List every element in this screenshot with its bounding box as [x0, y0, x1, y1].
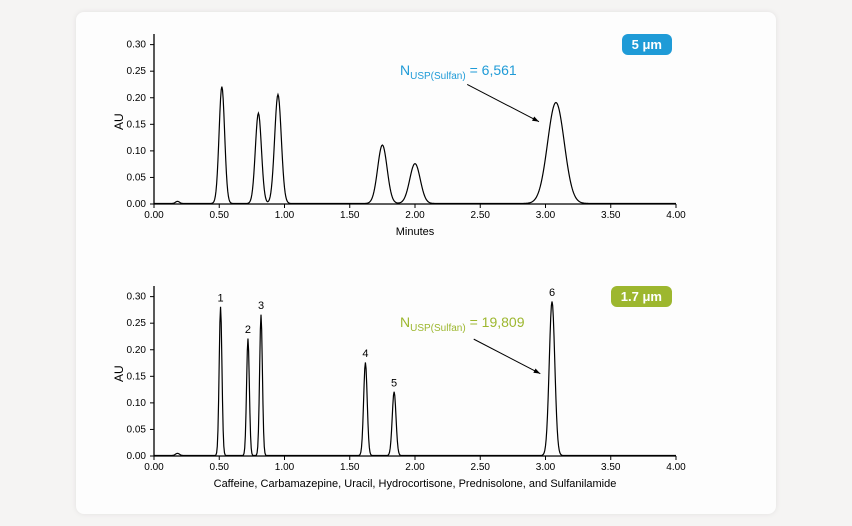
svg-text:5: 5 [391, 377, 397, 389]
svg-text:0.15: 0.15 [127, 371, 147, 382]
svg-text:1: 1 [217, 292, 223, 304]
svg-text:4: 4 [362, 348, 368, 360]
plate-symbol: N [400, 314, 410, 330]
svg-text:0.20: 0.20 [127, 93, 147, 104]
svg-text:0.20: 0.20 [127, 345, 147, 356]
svg-text:0.10: 0.10 [127, 146, 147, 157]
svg-text:0.25: 0.25 [127, 66, 147, 77]
svg-text:0.00: 0.00 [144, 210, 164, 221]
svg-text:2.50: 2.50 [471, 462, 491, 473]
plate-value: = 19,809 [466, 314, 525, 330]
svg-text:0.00: 0.00 [127, 451, 147, 462]
x-axis-label-bottom: Caffeine, Carbamazepine, Uracil, Hydroco… [150, 478, 680, 490]
plate-value: = 6,561 [466, 62, 517, 78]
svg-text:0.25: 0.25 [127, 318, 147, 329]
svg-text:3: 3 [258, 300, 264, 312]
y-axis-label-bottom: AU [112, 365, 126, 382]
svg-text:2.50: 2.50 [471, 210, 491, 221]
svg-text:0.05: 0.05 [127, 172, 147, 183]
chromatogram-top-svg: 0.000.501.001.502.002.503.003.504.000.00… [150, 30, 680, 208]
svg-text:6: 6 [549, 287, 555, 299]
plate-count-label-top: NUSP(Sulfan) = 6,561 [400, 62, 517, 82]
svg-text:1.50: 1.50 [340, 462, 360, 473]
svg-text:2.00: 2.00 [405, 462, 425, 473]
svg-text:3.00: 3.00 [536, 462, 556, 473]
svg-text:3.00: 3.00 [536, 210, 556, 221]
svg-text:2: 2 [245, 324, 251, 336]
svg-text:4.00: 4.00 [666, 210, 686, 221]
svg-text:3.50: 3.50 [601, 210, 621, 221]
svg-text:1.00: 1.00 [275, 462, 295, 473]
svg-text:0.00: 0.00 [127, 199, 147, 210]
svg-text:0.50: 0.50 [210, 210, 230, 221]
particle-size-badge-bottom: 1.7 μm [611, 286, 672, 307]
svg-text:4.00: 4.00 [666, 462, 686, 473]
chromatogram-top: 0.000.501.001.502.002.503.003.504.000.00… [150, 30, 680, 208]
plate-symbol: N [400, 62, 410, 78]
plate-subscript: USP(Sulfan) [410, 323, 466, 334]
svg-text:0.30: 0.30 [127, 292, 147, 303]
svg-text:1.00: 1.00 [275, 210, 295, 221]
svg-text:0.00: 0.00 [144, 462, 164, 473]
chromatogram-bottom: 0.000.501.001.502.002.503.003.504.000.00… [150, 282, 680, 460]
plate-count-label-bottom: NUSP(Sulfan) = 19,809 [400, 314, 524, 334]
svg-text:0.50: 0.50 [210, 462, 230, 473]
svg-text:1.50: 1.50 [340, 210, 360, 221]
particle-size-badge-top: 5 μm [622, 34, 672, 55]
svg-text:3.50: 3.50 [601, 462, 621, 473]
svg-text:0.15: 0.15 [127, 119, 147, 130]
svg-text:0.05: 0.05 [127, 424, 147, 435]
x-axis-label-top: Minutes [150, 226, 680, 238]
y-axis-label-top: AU [112, 113, 126, 130]
svg-text:2.00: 2.00 [405, 210, 425, 221]
plate-subscript: USP(Sulfan) [410, 71, 466, 82]
svg-text:0.30: 0.30 [127, 40, 147, 51]
chromatogram-bottom-svg: 0.000.501.001.502.002.503.003.504.000.00… [150, 282, 680, 460]
svg-text:0.10: 0.10 [127, 398, 147, 409]
